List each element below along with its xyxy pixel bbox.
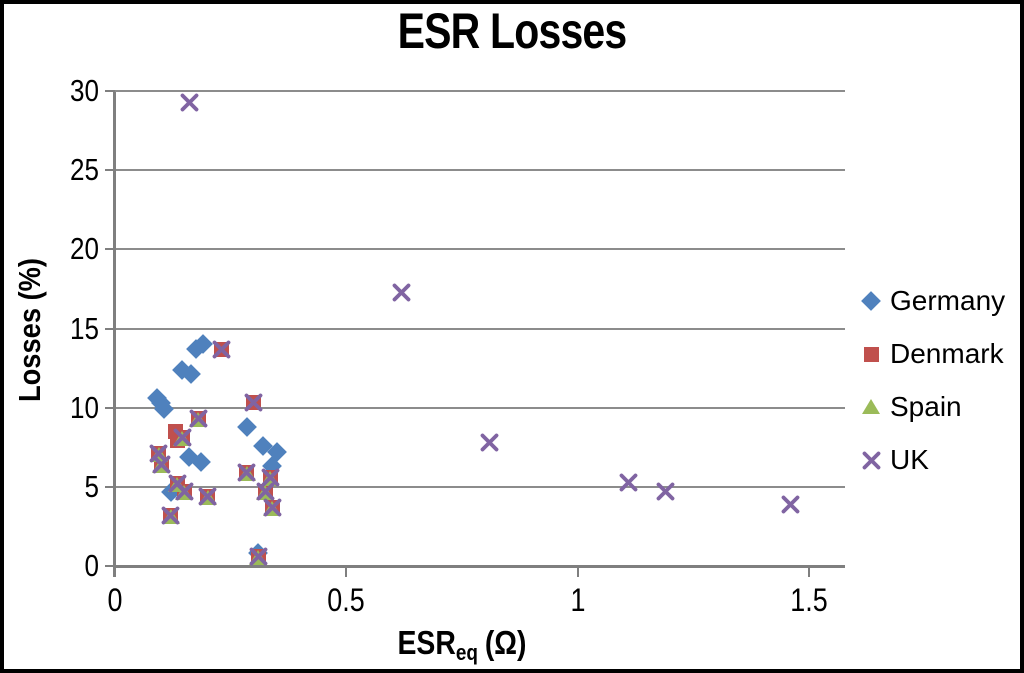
legend-item-spain: Spain [860,387,962,427]
x-tick [808,568,811,577]
y-tick [105,565,115,567]
legend-label: Spain [890,391,962,422]
data-point-uk [480,433,499,452]
x-tick [114,568,116,577]
legend-label: UK [890,444,929,475]
x-tick [345,568,348,577]
legend-item-germany: Germany [860,281,1005,321]
y-tick-label: 5 [84,468,99,504]
legend-label: Denmark [890,338,1004,369]
data-point-uk [212,340,231,358]
x-tick-label: 0.5 [327,582,366,618]
data-point-uk [198,487,217,506]
data-point-uk [263,498,282,517]
x-axis-title: ESReq (Ω) [290,624,634,666]
x-tick-label: 0 [107,582,123,618]
y-tick [105,406,115,409]
legend-item-denmark: Denmark [860,334,1004,374]
y-tick-label: 25 [70,152,99,188]
data-point-uk [781,495,800,514]
data-point-uk [249,547,268,566]
y-tick-label: 10 [70,389,99,425]
y-tick-label: 30 [70,73,99,108]
data-point-uk [392,283,411,301]
gridline [115,327,845,330]
y-tick [105,169,115,172]
x-axis-title-base: ESR [397,624,456,661]
data-point-uk [189,409,208,428]
x-axis-line [113,565,845,568]
data-point-uk [175,482,194,501]
y-tick-label: 15 [70,310,99,346]
data-point-uk [152,455,171,474]
x-tick-label: 1.5 [790,582,828,618]
data-point-uk [619,473,638,491]
data-point-uk [244,394,263,412]
data-point-uk [173,428,191,447]
gridline [115,406,845,409]
gridline [115,90,845,92]
x-tick [576,568,579,577]
legend-item-uk: UK [860,440,929,480]
y-tick [105,485,115,488]
y-tick-label: 20 [70,231,99,267]
gridline [115,248,845,251]
chart-title: ESR Losses [397,3,628,59]
y-axis-line [113,92,116,577]
legend-label: Germany [890,285,1006,316]
data-point-uk [656,482,675,501]
y-tick [105,327,115,330]
y-tick-label: 0 [84,548,99,583]
diamond-icon [860,290,882,312]
x-axis-title-unit: (Ω) [484,624,527,661]
x-icon [860,449,882,471]
data-point-uk [180,93,198,111]
data-point-uk [161,506,180,525]
data-point-germany [236,416,257,437]
triangle-icon [860,396,882,418]
data-point-uk [256,482,275,501]
y-tick [105,248,115,251]
data-point-uk [261,468,279,487]
gridline [115,485,845,488]
y-tick [105,90,115,92]
x-tick-label: 1 [570,582,586,618]
gridline [115,169,845,172]
x-axis-title-subscript: eq [455,640,478,665]
data-point-uk [237,463,256,482]
square-icon [860,343,882,365]
